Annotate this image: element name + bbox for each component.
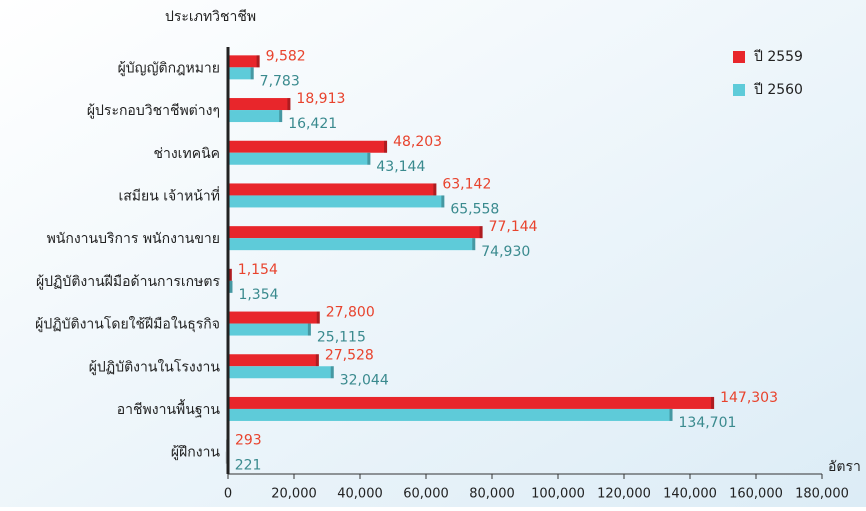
y-tick-label: ผู้ปฏิบัติงานโดยใช้ฝีมือในธุรกิจ	[35, 316, 220, 333]
bar-end	[316, 311, 320, 324]
x-tick-label: 40,000	[337, 487, 383, 502]
value-label: 147,303	[720, 390, 778, 406]
value-label: 16,421	[288, 116, 337, 132]
bar-end	[279, 110, 283, 123]
bar	[228, 195, 445, 208]
x-tick-label: 140,000	[663, 487, 717, 502]
y-tick-label: ผู้ฝึกงาน	[171, 445, 221, 461]
bar-end	[315, 354, 319, 367]
value-label: 27,528	[325, 347, 374, 363]
y-tick-label: ผู้ประกอบวิชาชีพต่างๆ	[87, 103, 220, 119]
bar-end	[307, 323, 311, 336]
value-label: 77,144	[489, 219, 538, 235]
bar-end	[711, 396, 715, 409]
value-label: 293	[235, 433, 262, 449]
y-axis-title: ประเภทวิชาชีพ	[165, 9, 256, 25]
bar-end	[228, 268, 232, 281]
value-label: 48,203	[393, 134, 442, 150]
bar	[228, 183, 437, 196]
bar	[228, 140, 388, 153]
bar	[228, 152, 371, 165]
bar	[228, 311, 320, 324]
bar-end	[250, 67, 254, 80]
bar	[228, 354, 319, 367]
bar-end	[472, 238, 476, 251]
bar-end	[367, 152, 371, 165]
bar	[228, 55, 260, 68]
legend-label: ปี 2559	[754, 49, 803, 65]
x-tick-label: 100,000	[531, 487, 585, 502]
y-tick-label: ผู้บัญญัติกฎหมาย	[118, 60, 220, 76]
value-label: 1,354	[238, 287, 278, 303]
bar	[228, 110, 283, 123]
value-label: 9,582	[266, 48, 306, 64]
value-label: 43,144	[376, 159, 425, 175]
bar-end	[330, 366, 334, 379]
bar	[228, 280, 233, 293]
x-tick-label: 160,000	[729, 487, 783, 502]
y-tick-label: พนักงานบริการ พนักงานขาย	[47, 231, 220, 247]
y-tick-label: ผู้ปฏิบัติงานในโรงงาน	[89, 358, 221, 375]
value-label: 25,115	[317, 330, 366, 346]
x-tick-label: 80,000	[469, 487, 515, 502]
y-tick-label: อาชีพงานพื้นฐาน	[117, 399, 221, 418]
bar	[228, 408, 673, 421]
bar	[228, 226, 483, 239]
bar-end	[669, 408, 673, 421]
bar-end	[479, 226, 483, 239]
legend-swatch	[733, 84, 745, 96]
bar	[228, 98, 291, 111]
x-tick-label: 180,000	[795, 487, 849, 502]
bar	[228, 67, 254, 80]
value-label: 32,044	[340, 372, 389, 388]
bar-end	[287, 98, 291, 111]
legend-label: ปี 2560	[754, 82, 803, 98]
bar-end	[441, 195, 445, 208]
x-tick-label: 20,000	[271, 487, 317, 502]
bar	[228, 268, 232, 281]
value-label: 74,930	[481, 244, 530, 260]
x-axis-title: อัตรา	[828, 459, 861, 475]
legend-swatch	[733, 51, 745, 63]
value-label: 221	[235, 458, 262, 474]
value-label: 27,800	[326, 305, 375, 321]
value-label: 134,701	[679, 415, 737, 431]
y-tick-label: เสมียน เจ้าหน้าที่	[118, 186, 220, 204]
value-label: 65,558	[450, 201, 499, 217]
bar	[228, 323, 311, 336]
y-tick-label: ช่างเทคนิค	[153, 146, 220, 162]
x-tick-label: 120,000	[597, 487, 651, 502]
value-label: 63,142	[442, 176, 491, 192]
x-tick-label: 0	[224, 487, 232, 502]
value-label: 18,913	[296, 91, 345, 107]
bar	[228, 238, 476, 251]
bar-end	[433, 183, 437, 196]
x-tick-label: 60,000	[403, 487, 449, 502]
bar-end	[384, 140, 388, 153]
y-tick-label: ผู้ปฏิบัติงานฝีมือด้านการเกษตร	[36, 274, 221, 290]
value-label: 7,783	[260, 73, 300, 89]
value-label: 1,154	[238, 262, 278, 278]
bar	[228, 366, 334, 379]
bar	[228, 396, 715, 409]
bar-end	[256, 55, 260, 68]
bar-end	[229, 280, 233, 293]
